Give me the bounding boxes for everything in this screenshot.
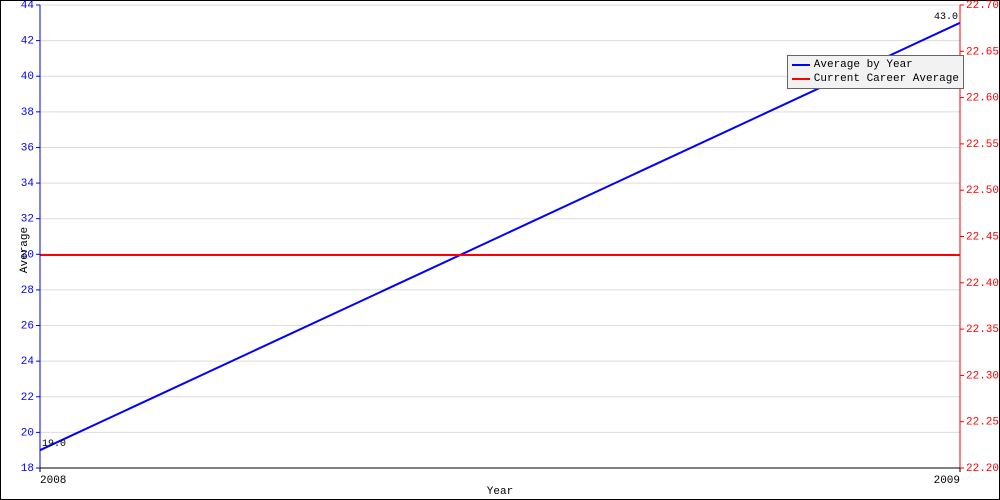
svg-text:26: 26 (21, 321, 34, 333)
svg-text:40: 40 (21, 71, 34, 83)
svg-text:34: 34 (21, 178, 35, 190)
legend-swatch (792, 64, 810, 66)
svg-text:38: 38 (21, 107, 34, 119)
legend-label: Average by Year (814, 58, 913, 72)
svg-text:24: 24 (21, 356, 35, 368)
svg-text:20: 20 (21, 427, 34, 439)
svg-text:2009: 2009 (934, 475, 960, 487)
svg-text:22.35: 22.35 (966, 324, 999, 336)
svg-text:22.70: 22.70 (966, 0, 999, 12)
chart-container: 19.043.0182022242628303234363840424422.2… (0, 0, 1000, 500)
svg-text:36: 36 (21, 142, 34, 154)
chart-legend: Average by YearCurrent Career Average (787, 55, 964, 89)
svg-text:22.65: 22.65 (966, 46, 999, 58)
svg-text:18: 18 (21, 463, 34, 475)
legend-label: Current Career Average (814, 72, 959, 86)
y-axis-label: Average (19, 227, 31, 273)
svg-text:22.30: 22.30 (966, 370, 999, 382)
svg-text:22.50: 22.50 (966, 185, 999, 197)
x-axis-label: Year (487, 486, 513, 498)
legend-item: Average by Year (792, 58, 959, 72)
svg-text:44: 44 (21, 0, 35, 12)
svg-text:2008: 2008 (40, 475, 66, 487)
svg-text:22: 22 (21, 392, 34, 404)
legend-item: Current Career Average (792, 72, 959, 86)
svg-text:22.40: 22.40 (966, 278, 999, 290)
svg-text:22.60: 22.60 (966, 93, 999, 105)
svg-text:22.20: 22.20 (966, 463, 999, 475)
svg-text:19.0: 19.0 (42, 439, 66, 450)
svg-text:22.55: 22.55 (966, 139, 999, 151)
svg-text:28: 28 (21, 285, 34, 297)
svg-text:22.25: 22.25 (966, 417, 999, 429)
svg-text:42: 42 (21, 36, 34, 48)
svg-text:32: 32 (21, 214, 34, 226)
legend-swatch (792, 78, 810, 80)
svg-text:43.0: 43.0 (934, 12, 958, 23)
svg-text:22.45: 22.45 (966, 232, 999, 244)
